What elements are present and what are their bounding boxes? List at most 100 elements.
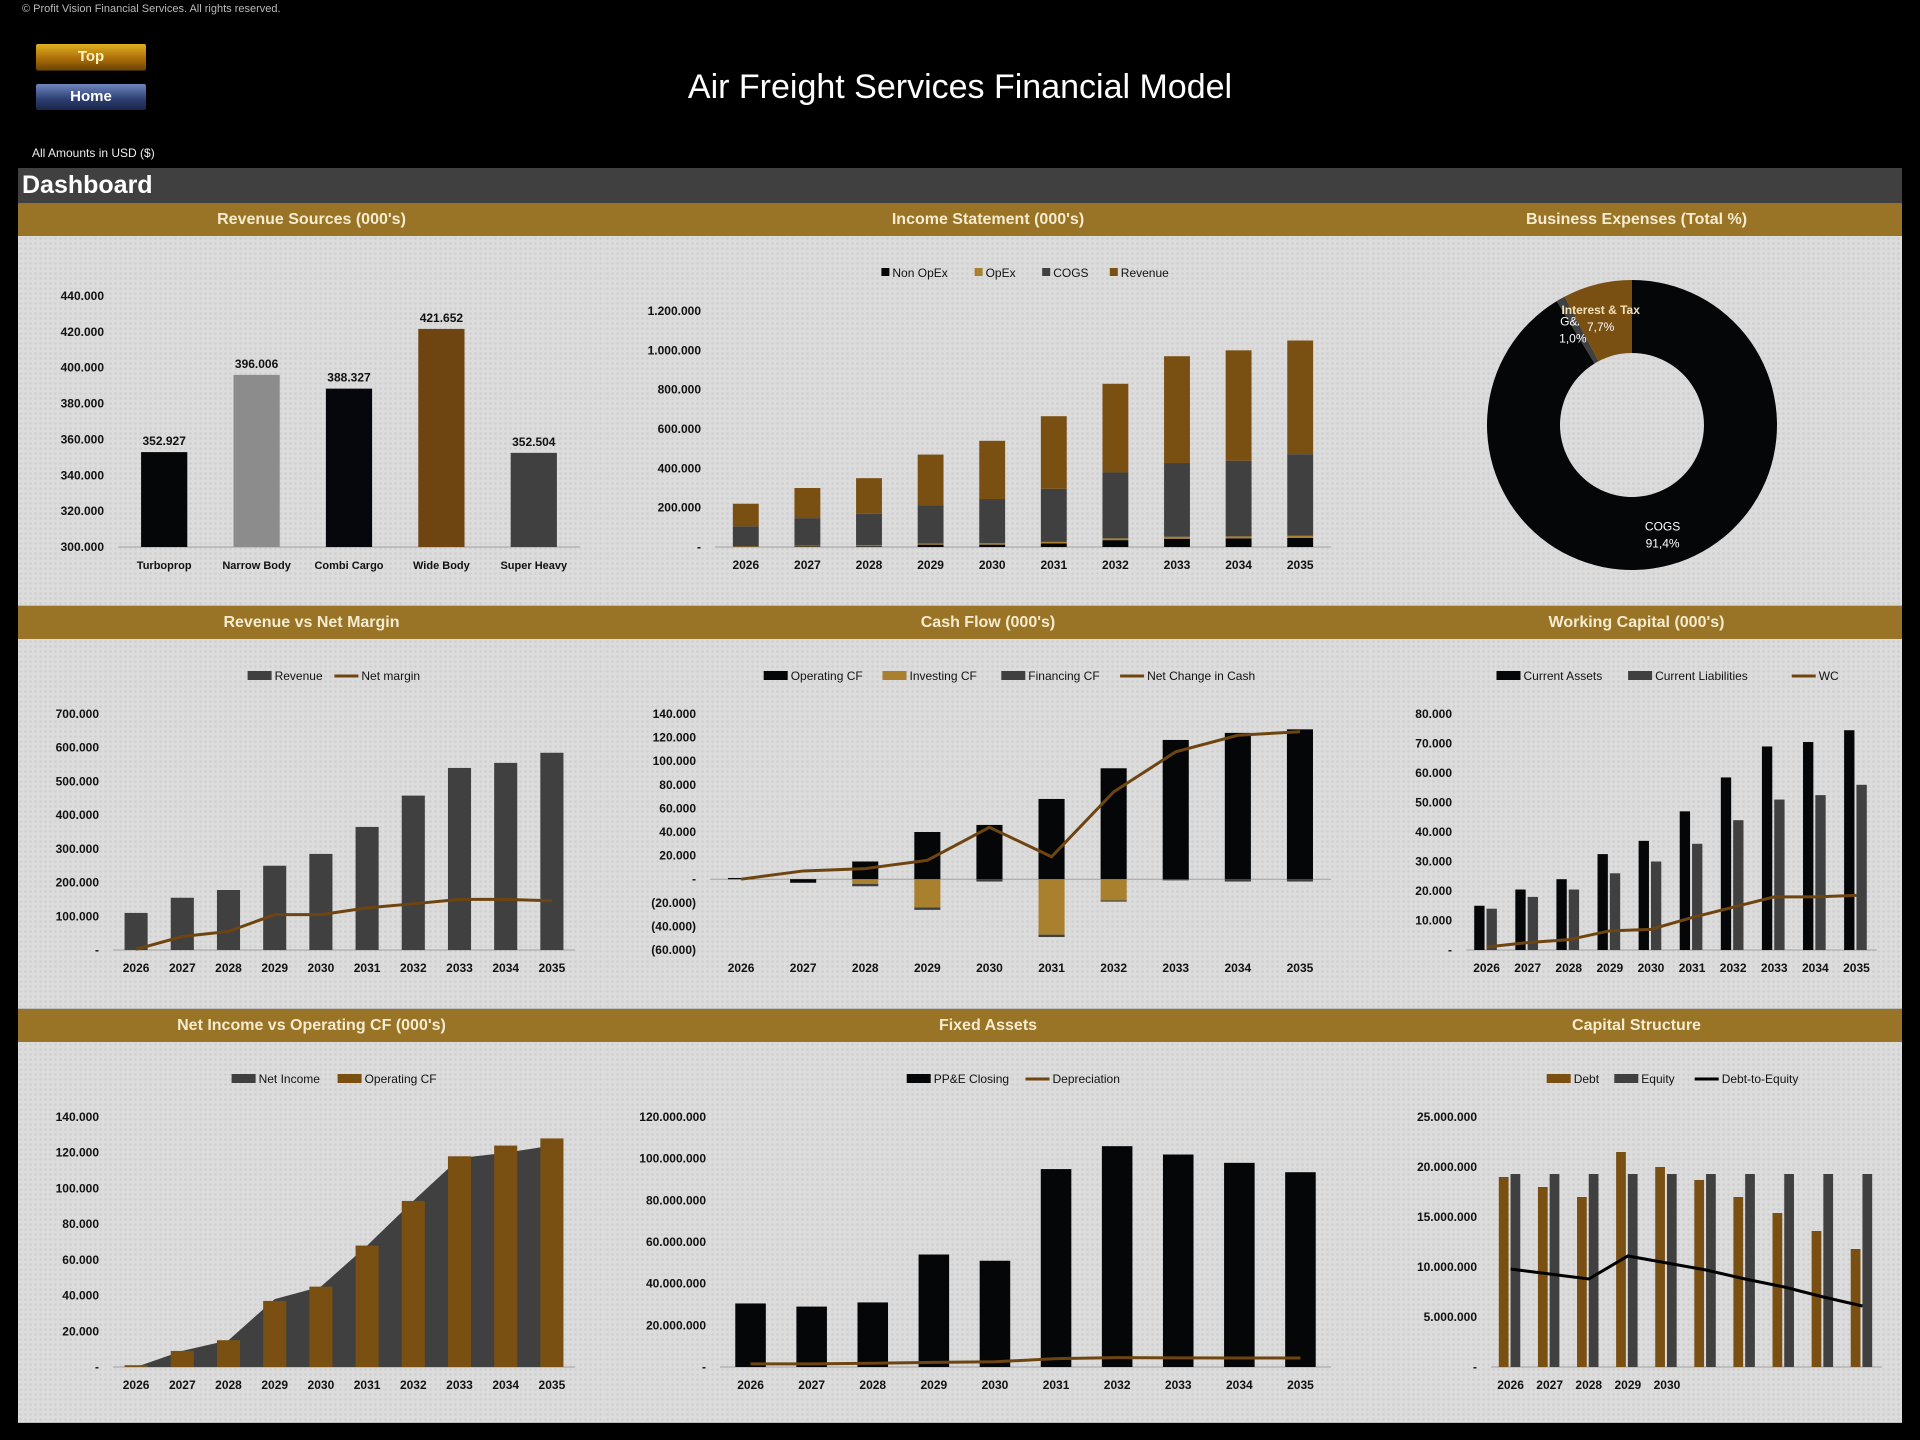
x-tick-label: 2029: [917, 558, 944, 572]
legend-label: Operating CF: [791, 669, 863, 683]
y-tick-label: 50.000: [1415, 796, 1452, 810]
bar: [1844, 730, 1855, 950]
stack-segment-investing-cf: [1100, 879, 1127, 901]
legend-label: Revenue: [275, 669, 323, 683]
bar: [1224, 1162, 1255, 1367]
legend-item: Debt-to-Equity: [1694, 1072, 1798, 1086]
bar: [1568, 889, 1580, 950]
x-tick-label: 2032: [1720, 961, 1747, 975]
bar: [1556, 879, 1567, 950]
data-label: 421.652: [420, 311, 464, 325]
chart-income-statement: - 200.000 400.000 600.000 800.000 1.000.000 1.…: [605, 236, 1371, 606]
x-tick-label: 2027: [169, 1378, 196, 1392]
line-net-change-in-cash: [740, 730, 1301, 881]
page-title: Air Freight Services Financial Model: [687, 68, 1233, 106]
bar: [1679, 811, 1691, 950]
stack-segment-financing-cf: [1286, 879, 1313, 882]
x-tick-label: 2032: [1102, 558, 1129, 572]
y-tick-label: 60.000: [1415, 766, 1452, 780]
legend-swatch: [231, 1074, 256, 1083]
cash-flow-svg: (60.000) (40.000) (20.000) - 20.000 40.000 60.…: [651, 669, 1331, 975]
bar: [1803, 742, 1814, 950]
line-wc: [1486, 893, 1857, 949]
x-tick-label: 2027: [794, 558, 821, 572]
legend-item: Net Change in Cash: [1120, 669, 1255, 683]
panel-header-cash-flow: Cash Flow (000's): [605, 606, 1371, 639]
bar: [494, 1145, 518, 1367]
y-tick-label: 80.000: [62, 1217, 99, 1231]
bar: [1285, 1172, 1316, 1367]
bar: [263, 865, 287, 950]
y-tick-label: 300.000: [61, 540, 105, 554]
bar: [1638, 840, 1649, 950]
stack-segment-operating-cf: [976, 824, 1003, 880]
y-tick-label: 80.000: [659, 778, 696, 792]
legend-swatch: [763, 671, 788, 680]
x-tick-label: 2026: [1497, 1378, 1524, 1392]
bar: [1720, 777, 1732, 950]
y-tick-label: (40.000): [651, 919, 696, 933]
legend-item: Operating CF: [763, 669, 863, 683]
y-tick-label: 40.000.000: [646, 1277, 706, 1291]
bar: [1856, 784, 1867, 950]
bar: [1811, 1231, 1822, 1367]
bar: [918, 1254, 950, 1367]
y-tick-label: 80.000.000: [646, 1193, 706, 1207]
y-tick-label: 140.000: [653, 707, 697, 721]
stack-segment-cogs: [794, 518, 821, 546]
legend-swatch: [247, 671, 272, 680]
x-tick-label: 2028: [215, 1378, 242, 1392]
y-tick-label: 40.000: [659, 825, 696, 839]
y-tick-label: 40.000: [1415, 825, 1452, 839]
x-tick-label: 2035: [539, 961, 566, 975]
stack-segment-investing-cf: [914, 879, 941, 908]
stack-segment-operating-cf: [1286, 729, 1313, 880]
x-tick-label: 2030: [982, 1378, 1009, 1392]
bar: [857, 1302, 889, 1367]
stack-segment-cogs: [1040, 488, 1067, 542]
line-net-margin: [135, 897, 552, 951]
home-button[interactable]: Home: [36, 84, 146, 110]
stack-segment-cogs: [1287, 454, 1314, 536]
stack-segment-revenue: [794, 488, 821, 519]
x-tick-label: 2026: [732, 558, 759, 572]
y-tick-label: 600.000: [56, 741, 100, 755]
stack-segment-cogs: [856, 513, 882, 546]
stack-segment-cogs: [1164, 463, 1190, 537]
x-tick-label: 2032: [400, 961, 427, 975]
y-tick-label: 70.000: [1415, 737, 1452, 751]
donut-value: 91,4%: [1646, 536, 1680, 550]
bar: [216, 1340, 241, 1367]
y-tick-label: -: [697, 540, 701, 554]
legend-item: Financing CF: [1001, 669, 1100, 683]
bar: [1655, 1167, 1665, 1367]
bar: [325, 388, 373, 547]
legend-label: Current Liabilities: [1655, 669, 1748, 683]
legend-item: Debt: [1546, 1072, 1600, 1086]
y-tick-label: 300.000: [56, 842, 100, 856]
bar: [540, 1138, 564, 1367]
bar: [1733, 1197, 1744, 1367]
stack-segment-operating-cf: [1224, 732, 1251, 880]
legend-swatch: [882, 671, 907, 680]
bar: [141, 452, 188, 547]
stack-segment-financing-cf: [852, 883, 879, 887]
y-tick-label: 100.000: [56, 909, 100, 923]
legend-label: PP&E Closing: [934, 1072, 1009, 1086]
chart-fixed-assets: - 20.000.000 40.000.000 60.000.000 80.000.00…: [605, 1042, 1371, 1423]
y-tick-label: 200.000: [658, 501, 702, 515]
y-tick-label: 380.000: [61, 397, 105, 411]
stack-segment-financing-cf: [1038, 934, 1065, 938]
stack-segment-investing-cf: [852, 879, 879, 884]
y-tick-label: 25.000.000: [1417, 1110, 1477, 1124]
top-button[interactable]: Top: [36, 44, 146, 70]
bar: [540, 752, 564, 950]
bar: [1474, 905, 1485, 950]
chart-revenue-vs-net-margin: - 100.000 200.000 300.000 400.000 500.000 600.…: [18, 639, 605, 1009]
stack-segment-financing-cf: [1162, 879, 1189, 881]
y-tick-label: -: [692, 872, 696, 886]
y-tick-label: 420.000: [61, 325, 105, 339]
bar: [1588, 1174, 1599, 1367]
stack-segment-non-opex: [1164, 538, 1190, 547]
x-tick-label: 2030: [1638, 961, 1665, 975]
